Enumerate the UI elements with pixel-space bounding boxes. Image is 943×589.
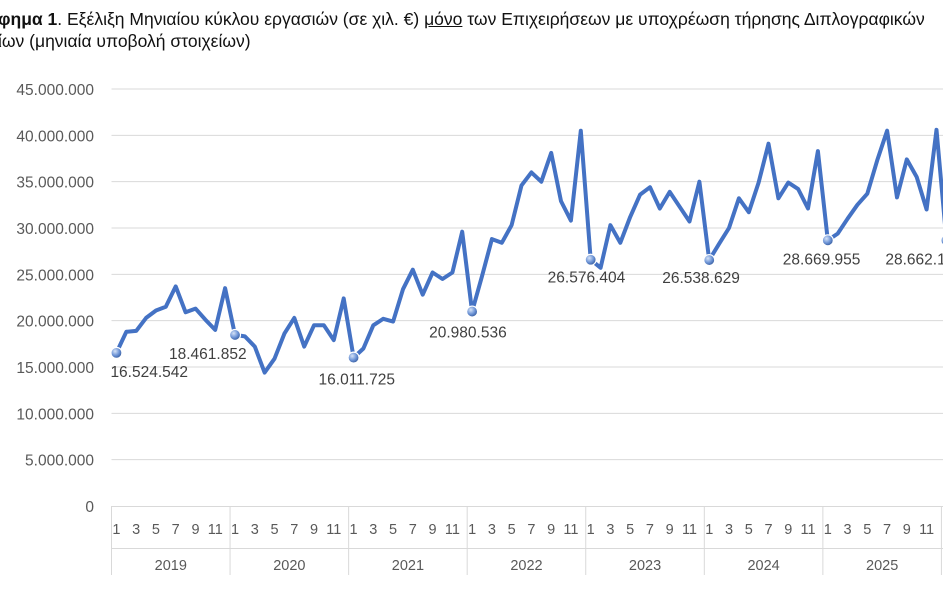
month-tick-label: 1 — [468, 522, 476, 538]
y-tick-label: 30.000.000 — [16, 221, 94, 238]
y-tick-label: 45.000.000 — [16, 82, 94, 99]
title-text-part1: . Εξέλιξη Μηνιαίου κύκλου εργασιών (σε χ… — [57, 9, 425, 29]
month-tick-label: 9 — [429, 522, 437, 538]
data-label: 26.538.629 — [662, 270, 740, 287]
month-tick-label: 3 — [725, 522, 733, 538]
data-label: 16.524.542 — [110, 364, 188, 381]
month-tick-label: 9 — [547, 522, 555, 538]
title-text-part2: των Επιχειρήσεων με υποχρέωση τήρησης Δι… — [462, 9, 925, 29]
title-underlined-word: μόνο — [424, 9, 463, 29]
month-tick-label: 11 — [208, 522, 223, 538]
month-tick-label: 5 — [745, 522, 753, 538]
y-tick-label: 0 — [85, 499, 94, 516]
month-tick-label: 9 — [191, 522, 199, 538]
month-tick-label: 9 — [310, 522, 318, 538]
month-tick-label: 7 — [290, 522, 298, 538]
month-tick-label: 3 — [369, 522, 377, 538]
year-label: 2022 — [510, 558, 542, 574]
y-tick-label: 25.000.000 — [16, 267, 94, 284]
year-label: 2021 — [392, 558, 424, 574]
year-label: 2023 — [629, 558, 661, 574]
month-tick-label: 5 — [152, 522, 160, 538]
month-tick-label: 11 — [801, 522, 816, 538]
month-tick-label: 7 — [764, 522, 772, 538]
data-point-marker — [466, 305, 479, 318]
month-tick-label: 11 — [919, 522, 934, 538]
month-tick-label: 9 — [784, 522, 792, 538]
y-tick-label: 5.000.000 — [25, 453, 94, 470]
month-tick-label: 5 — [389, 522, 397, 538]
data-label: 18.461.852 — [169, 346, 247, 363]
data-point-marker — [228, 328, 242, 342]
data-point-marker — [940, 235, 943, 246]
series-line — [114, 127, 943, 375]
year-label: 2024 — [747, 558, 779, 574]
y-tick-label: 40.000.000 — [16, 128, 94, 145]
data-label: 16.011.725 — [319, 372, 395, 389]
month-tick-label: 1 — [231, 522, 239, 538]
month-tick-label: 1 — [824, 522, 832, 538]
data-point-marker — [347, 351, 360, 364]
data-label: 28.669.955 — [783, 251, 861, 268]
data-label: 28.662.1 — [885, 251, 943, 268]
data-point-marker — [703, 253, 716, 267]
month-tick-label: 9 — [666, 522, 674, 538]
year-label: 2019 — [155, 558, 187, 574]
figure-number: φημα 1 — [0, 9, 58, 29]
month-tick-label: 7 — [172, 522, 180, 538]
month-tick-label: 7 — [409, 522, 417, 538]
year-label: 2025 — [866, 558, 898, 574]
data-point-marker — [584, 253, 597, 266]
month-tick-label: 5 — [270, 522, 278, 538]
month-tick-label: 5 — [508, 522, 516, 538]
month-tick-label: 11 — [682, 522, 697, 538]
month-tick-label: 7 — [646, 522, 654, 538]
month-tick-label: 1 — [705, 522, 713, 538]
month-tick-label: 3 — [488, 522, 496, 538]
data-label: 20.980.536 — [429, 325, 507, 342]
month-tick-label: 7 — [527, 522, 535, 538]
month-tick-label: 9 — [903, 522, 911, 538]
y-tick-label: 10.000.000 — [16, 406, 94, 423]
month-tick-label: 1 — [587, 522, 595, 538]
month-tick-label: 3 — [251, 522, 259, 538]
month-tick-label: 1 — [112, 522, 120, 538]
y-tick-label: 20.000.000 — [16, 314, 94, 331]
month-tick-label: 1 — [350, 522, 358, 538]
month-tick-label: 5 — [626, 522, 634, 538]
data-point-marker — [110, 346, 123, 359]
month-tick-label: 5 — [863, 522, 871, 538]
month-tick-label: 3 — [844, 522, 852, 538]
y-tick-label: 15.000.000 — [16, 360, 94, 377]
month-tick-label: 11 — [563, 522, 578, 538]
chart-title: φημα 1. Εξέλιξη Μηνιαίου κύκλου εργασιών… — [0, 8, 943, 52]
month-tick-label: 3 — [606, 522, 614, 538]
month-tick-label: 3 — [132, 522, 140, 538]
year-label: 2020 — [273, 558, 305, 574]
month-tick-label: 11 — [326, 522, 341, 538]
month-tick-label: 11 — [445, 522, 460, 538]
title-line2: ίων (μηνιαία υποβολή στοιχείων) — [0, 31, 251, 51]
data-point-marker — [821, 234, 834, 247]
data-label: 26.576.404 — [548, 270, 626, 287]
y-tick-label: 35.000.000 — [16, 175, 94, 192]
month-tick-label: 7 — [883, 522, 891, 538]
